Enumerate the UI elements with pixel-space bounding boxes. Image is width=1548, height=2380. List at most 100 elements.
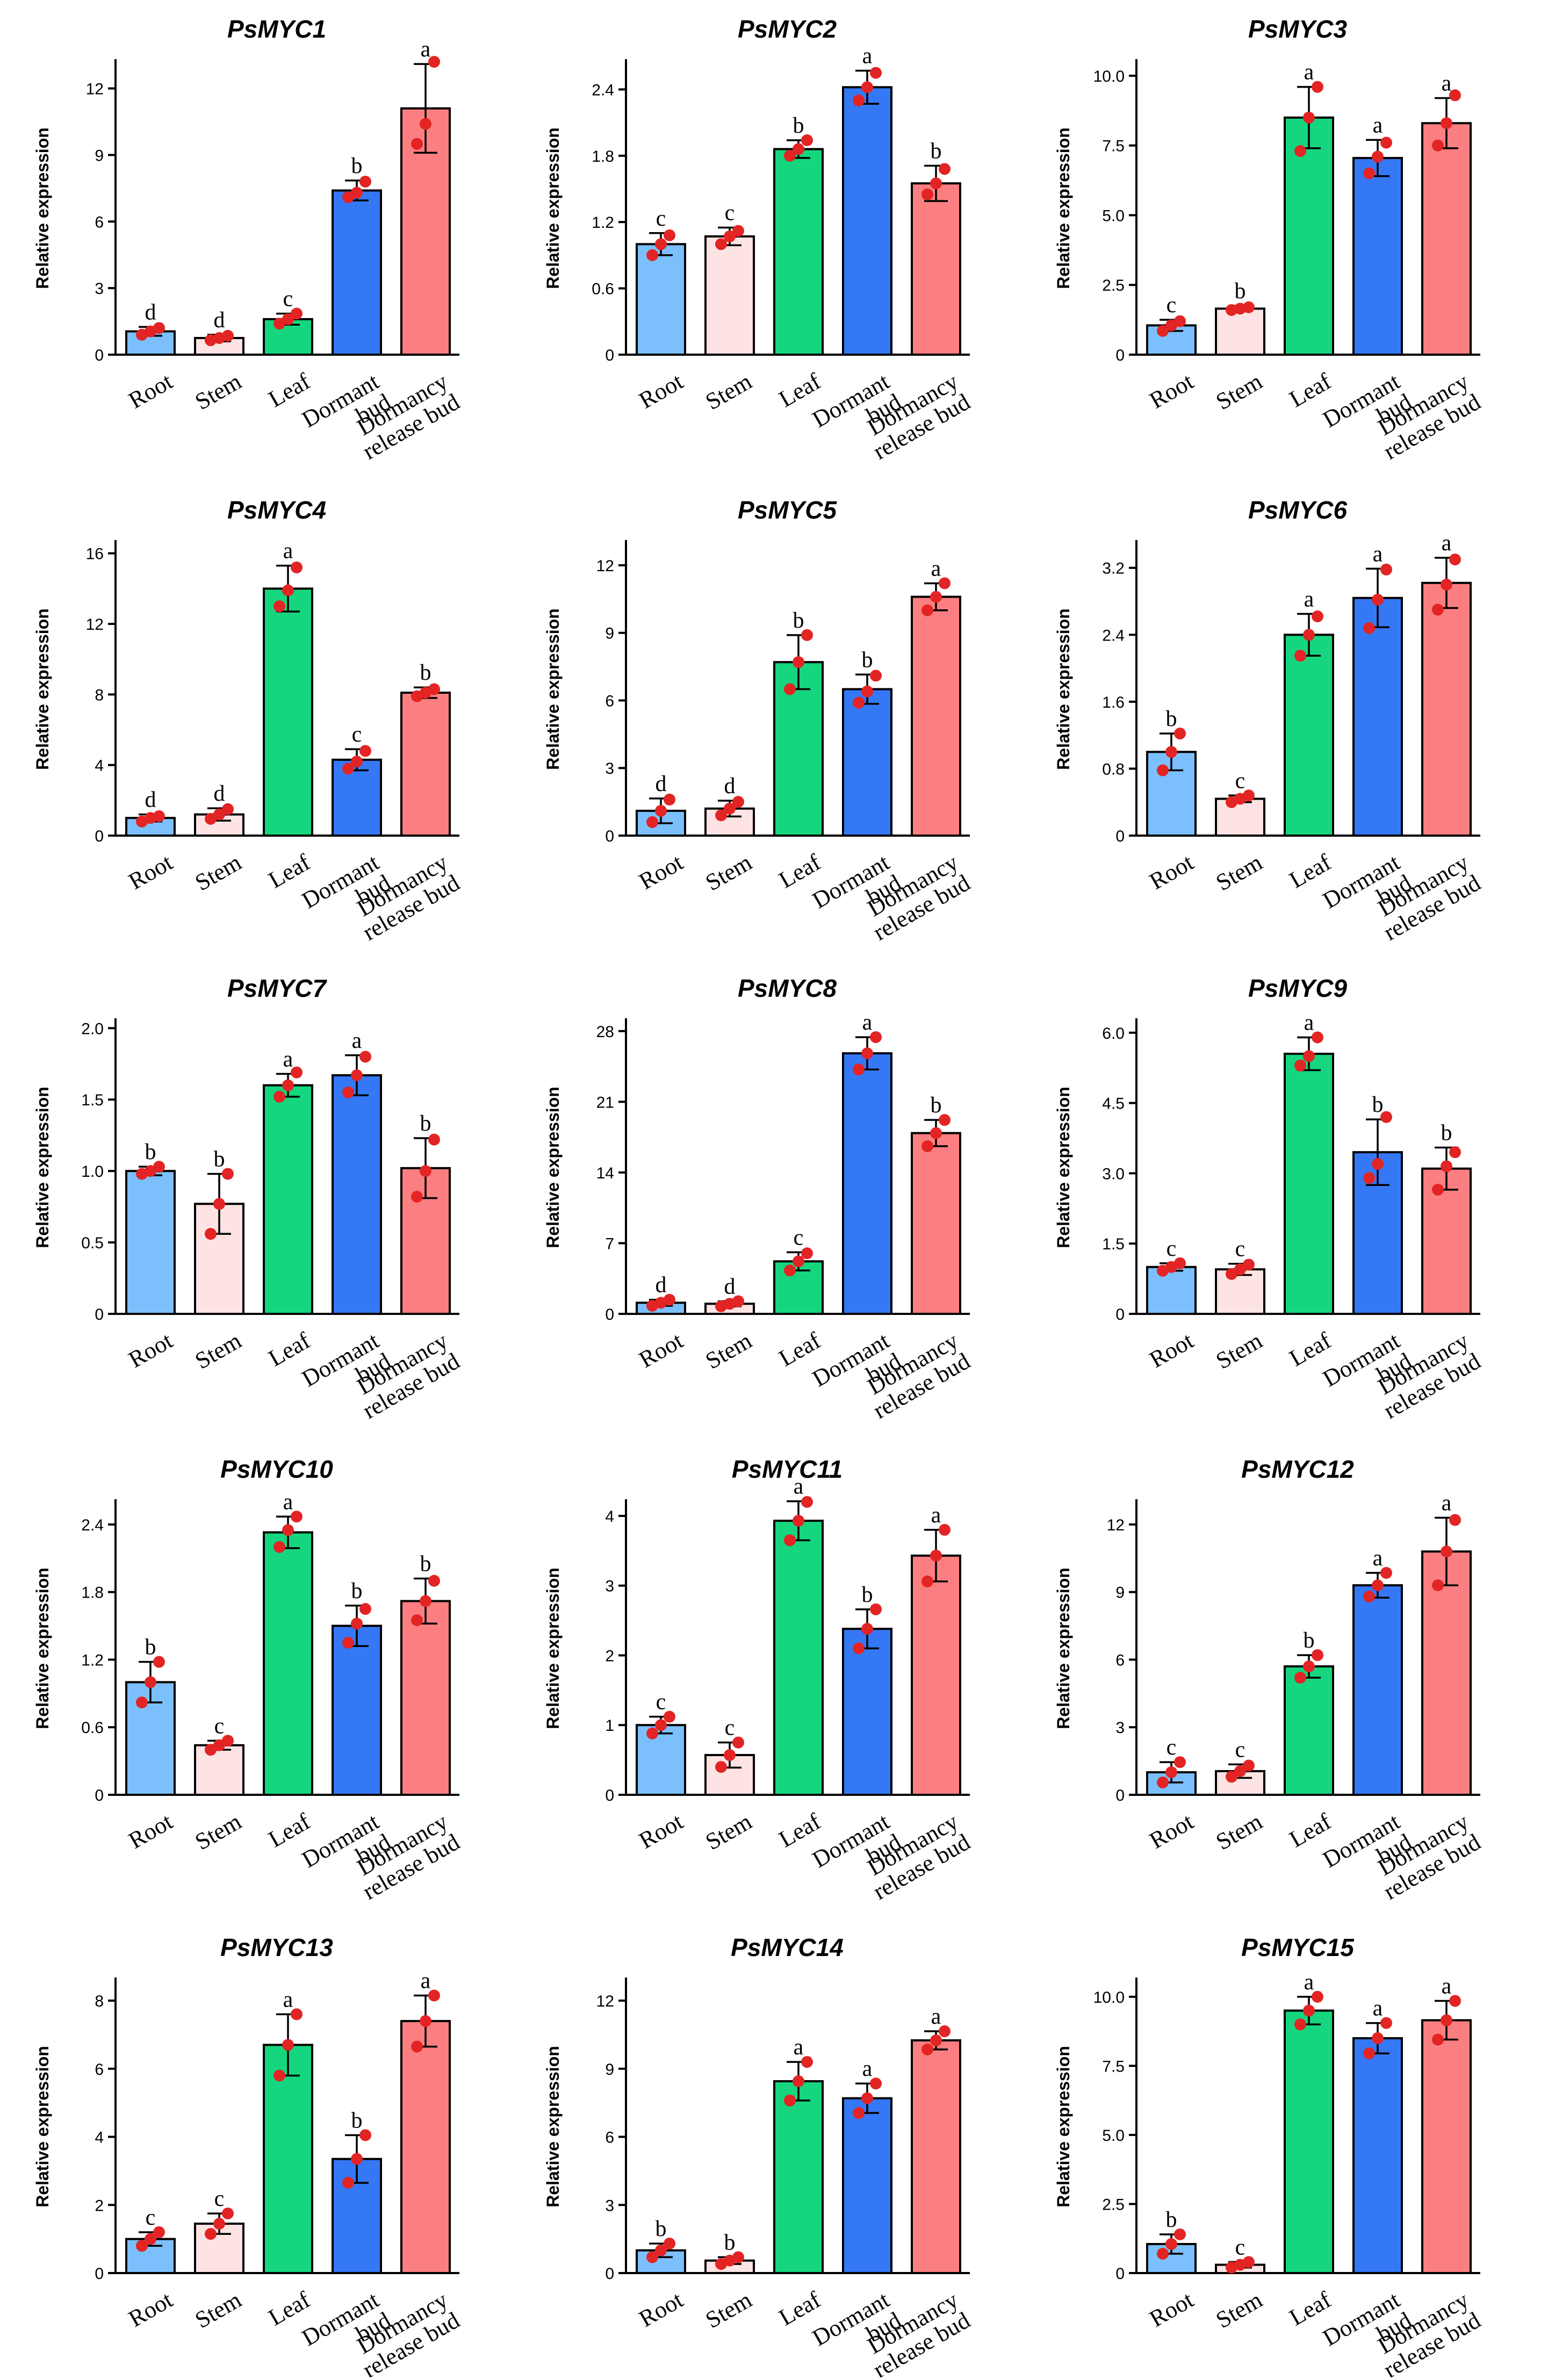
bar-stem [1215,307,1265,356]
significance-letter: b [793,608,804,633]
bar-leaf [1284,2009,1334,2275]
bar-root [636,243,686,356]
data-point [291,307,303,320]
data-point [153,1161,165,1173]
data-point [1441,2014,1452,2026]
y-tick-label: 21 [596,1094,614,1111]
x-tick-line: Stem [701,2286,757,2334]
data-point [1363,622,1375,634]
bar-stem [1215,797,1265,837]
significance-letter: a [931,2004,941,2029]
significance-letter: c [1235,2235,1245,2260]
data-point [801,2056,813,2068]
significance-letter: c [1235,1237,1245,1262]
y-tick-label: 3.2 [1102,560,1125,578]
data-point [939,163,951,175]
data-point [853,2107,865,2119]
data-point [801,1496,813,1508]
y-tick-label: 9 [605,2061,614,2079]
significance-letter: c [214,1714,225,1738]
data-point [1312,81,1323,93]
x-tick-line: Root [635,849,688,895]
significance-letter: c [656,206,666,231]
data-point [870,1031,882,1044]
bar-dormancy-release-bud [911,1132,961,1315]
data-point [1294,2018,1306,2031]
data-point [1449,1514,1461,1526]
data-point [420,1595,431,1607]
data-point [1174,315,1186,327]
significance-letter: a [931,1503,941,1528]
x-tick-label: Root [1145,2286,1198,2332]
data-point [1303,111,1315,124]
data-point [793,1255,804,1268]
chart-title: PsMYC1 [227,15,326,43]
bar-dormancy-release-bud [400,2020,451,2275]
significance-letter: a [283,1047,293,1072]
data-point [273,600,285,613]
significance-letter: b [420,1111,431,1136]
y-tick-label: 0.6 [592,281,614,298]
significance-letter: b [931,1093,942,1118]
data-point [359,745,371,757]
x-tick-label: Root [1145,849,1198,895]
bar-dormant-bud [842,86,892,356]
x-tick-label: Root [635,368,688,414]
data-point [646,816,658,828]
significance-letter: a [1373,542,1383,566]
x-tick-line: Stem [191,368,246,415]
data-point [801,1247,813,1260]
y-axis-label: Relative expression [1054,127,1073,289]
y-tick-label: 7.5 [1102,138,1125,155]
bar-leaf [1284,634,1334,837]
chart-panel-8: PsMYC8 Relative expression 0 7 14 21 28 d Root d S… [543,974,975,1424]
data-point [1165,746,1177,758]
data-point [1243,301,1255,313]
data-point [291,2008,303,2021]
chart-panel-12: PsMYC12 Relative expression 0 3 6 9 12 c Root c St… [1054,1455,1485,1905]
significance-letter: a [1304,587,1314,612]
data-point [801,134,813,147]
significance-letter: c [725,1716,735,1741]
bar-dormancy-release-bud [911,182,961,356]
data-point [1312,1031,1323,1044]
bar-dormancy-release-bud [1421,581,1472,837]
bar-dormancy-release-bud [400,692,451,837]
data-point [939,577,951,589]
x-tick-label: Stem [191,2286,246,2334]
bar-leaf [773,1260,824,1315]
x-tick-line: Root [124,849,177,895]
significance-letter: b [862,648,873,672]
x-tick-line: Root [635,2286,688,2332]
significance-letter: a [1442,1974,1452,1999]
data-point [784,1534,796,1547]
data-point [664,2238,675,2250]
data-point [153,810,165,822]
x-tick-line: Root [124,1808,177,1854]
significance-letter: b [351,2108,363,2133]
data-point [861,1623,873,1635]
bar-dormant-bud [842,688,892,837]
bar-dormant-bud [842,2097,892,2275]
data-point [359,1603,371,1615]
y-tick-label: 0 [1115,828,1125,845]
data-point [1441,578,1452,591]
data-point [664,793,675,806]
y-axis-label: Relative expression [33,127,52,289]
significance-letter: a [421,1969,431,1994]
bar-leaf [773,148,824,356]
data-point [282,584,294,596]
y-tick-label: 3 [605,760,614,778]
significance-letter: d [724,1275,736,1299]
data-point [921,1140,933,1153]
chart-title: PsMYC15 [1241,1933,1355,1961]
data-point [1441,1160,1452,1173]
significance-letter: a [931,556,941,581]
significance-letter: b [1235,279,1246,304]
y-tick-label: 1 [605,1717,614,1735]
bar-leaf [263,2044,313,2274]
data-point [1312,1990,1323,2003]
data-point [282,1079,294,1091]
data-point [784,149,796,162]
x-tick-label: Stem [1212,1327,1267,1375]
